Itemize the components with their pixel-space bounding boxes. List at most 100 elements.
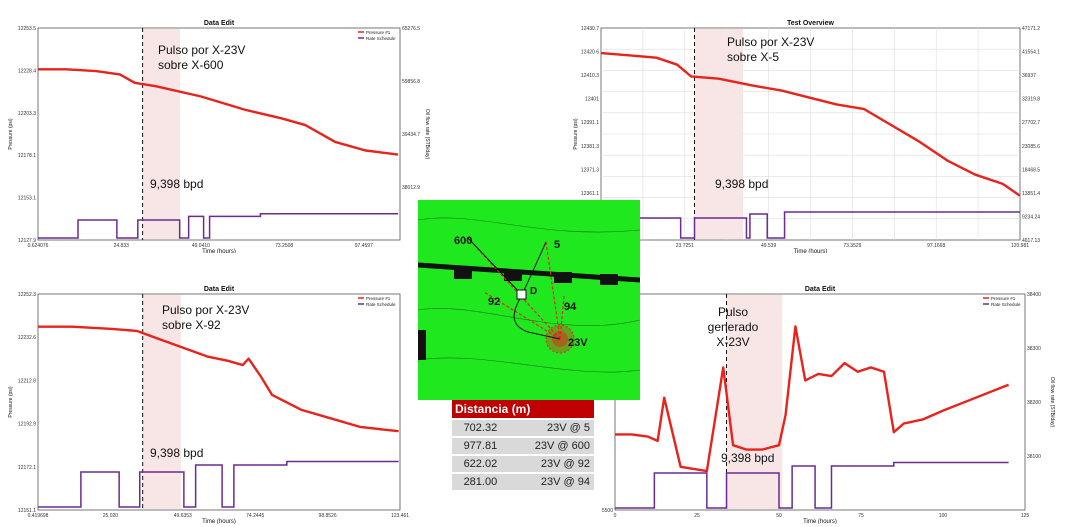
well-trajectory [513,294,561,340]
pressure-series-line [38,325,399,433]
y-axis-label-left: Pressure (psi) [8,118,14,149]
x-tick-label: 123.461 [391,513,409,519]
well-label: D [530,286,537,297]
rate-series-line [37,212,398,239]
y-tick-label-right: 39434.7 [402,132,420,138]
x-tick-label: 75 [858,513,864,519]
x-axis-label: Time (hours) [794,249,828,253]
y-tick-label-left: 12410.3 [581,73,599,79]
pulse-window [694,29,743,239]
chart-panel-bottom-left: Data Edit 12252.3 12232.6 12212.8 12192.9 121… [8,286,409,524]
y-tick-label-left: 12228.4 [18,68,36,74]
pulse-annotation: Pulso por X-23V sobre X-600 [158,43,245,72]
distance-table: Distancia (m) 702.32 23V @ 5 977.81 23V @ … [452,400,594,490]
pulse-annotation-line: Pulso por X-23V [727,35,814,49]
chart-panel-top-left: Data Edit 12253.5 12228.4 12203.3 12178.1 121… [8,20,430,253]
y-tick-label-right: 38300 [1027,346,1041,352]
x-axis-label: Time (hours) [803,519,837,524]
y-tick-label-left: 12401 [585,97,599,103]
pulse-annotation-line: sobre X-600 [158,58,224,72]
x-tick-label: 49.0410 [192,243,210,249]
distance-line [467,237,561,340]
x-tick-label: 97.4597 [355,243,373,249]
pulse-annotation-line: sobre X-92 [162,318,221,332]
distance-table-header: Distancia (m) [452,400,594,419]
x-tick-label: 98.8526 [319,513,337,519]
plot-area [614,293,1026,511]
y-tick-label-left: 12430.7 [581,26,599,32]
y-tick-label-right: 38400 [1027,292,1041,298]
table-row: 281.00 23V @ 94 [452,472,594,490]
pulse-annotation-line: Pulso [718,305,748,319]
y-tick-label-left: 12252.3 [18,292,36,298]
chart-title: Data Edit [204,286,235,293]
pulse-annotation: Pulso por X-23V sobre X-92 [162,303,249,332]
rate-series-line [601,211,1021,239]
x-tick-label: 73.3529 [843,243,861,249]
chart-panel-bottom-right: Data Edit 5500 38400 38300 38200 38100 0 25 50 75… [602,286,1055,524]
well-trajectory [521,241,547,296]
y-axis-label-left: Pressure (psi) [573,118,579,149]
pulse-annotation: Pulso por X-23V sobre X-5 [727,35,814,64]
fault-block [418,330,426,360]
x-tick-label: 0 [614,513,617,519]
x-tick-label: 100 [939,513,948,519]
distance-value: 702.32 [452,418,509,437]
x-tick-label: 25.020 [103,513,119,519]
well-label: 600 [454,235,472,247]
distance-value: 977.81 [452,436,509,455]
rate-value-label: 9,398 bpd [715,177,768,191]
y-tick-label-left: 12232.6 [18,335,36,341]
y-tick-label-right: 9234.24 [1022,214,1040,220]
distance-line [545,241,561,340]
x-tick-label: 25 [694,513,700,519]
table-row: 702.32 23V @ 5 [452,418,594,437]
distance-value: 622.02 [452,454,509,473]
y-tick-label-left: 12361.1 [581,191,599,197]
y-tick-label-left: 12127.9 [18,238,36,244]
well-label: 23V [568,337,588,349]
y-axis-label-right: Oil Flow Rate (STB/day) [1044,107,1045,161]
pulse-annotation-line: sobre X-5 [727,50,779,64]
fault-block [600,274,618,285]
fault-block [454,268,472,279]
well-map: 600 5 92 D 94 23V [418,200,640,400]
fault-block [554,272,572,283]
chart-panel-top-right: Test Overview 12430.7 12420.6 12410.3 12401 1… [573,20,1045,253]
legend-entry: Pressure #1 [366,30,391,35]
x-axis-label: Time (hours) [202,519,236,524]
y-tick-label-right: 36937 [1022,73,1036,79]
x-tick-label: 120.981 [1011,243,1029,249]
y-tick-label-right: 41554.1 [1022,50,1040,56]
y-axis-label-left: Pressure (psi) [8,386,14,417]
x-tick-label: 50 [776,513,782,519]
well-pair: 23V @ 5 [508,418,594,437]
legend-entry: Rate Schedule [366,302,396,307]
y-tick-label-left: 12381.3 [581,144,599,150]
x-tick-label: 74.2445 [246,513,264,519]
x-tick-label: 24.833 [114,243,130,249]
pressure-series-line [615,325,1010,473]
pressure-series-line [600,51,1021,197]
pulse-annotation-line: Pulso por X-23V [158,43,245,57]
x-tick-label: 49.6353 [174,513,192,519]
distance-value: 281.00 [452,472,509,490]
rate-series-line [38,460,399,508]
chart-title: Data Edit [204,20,235,27]
well-label: 94 [564,301,577,313]
pulse-annotation-line: generado [708,320,759,334]
table-row: 977.81 23V @ 600 [452,436,594,455]
y-tick-label-right: 59856.8 [402,79,420,85]
well-marker-icon [516,289,527,300]
rate-value-label: 9,398 bpd [721,451,774,465]
y-tick-label-left: 12391.1 [581,120,599,126]
x-tick-label: 0.624076 [28,243,49,249]
y-tick-label-right: 32319.8 [1022,97,1040,103]
contour-line [418,217,640,233]
fault-block [504,270,522,281]
pulse-window [142,29,180,239]
y-tick-label-left: 12153.1 [18,196,36,202]
y-tick-label-left: 12420.6 [581,50,599,56]
x-tick-label: 0.419698 [28,513,49,519]
y-tick-label-left: 5500 [602,508,613,514]
